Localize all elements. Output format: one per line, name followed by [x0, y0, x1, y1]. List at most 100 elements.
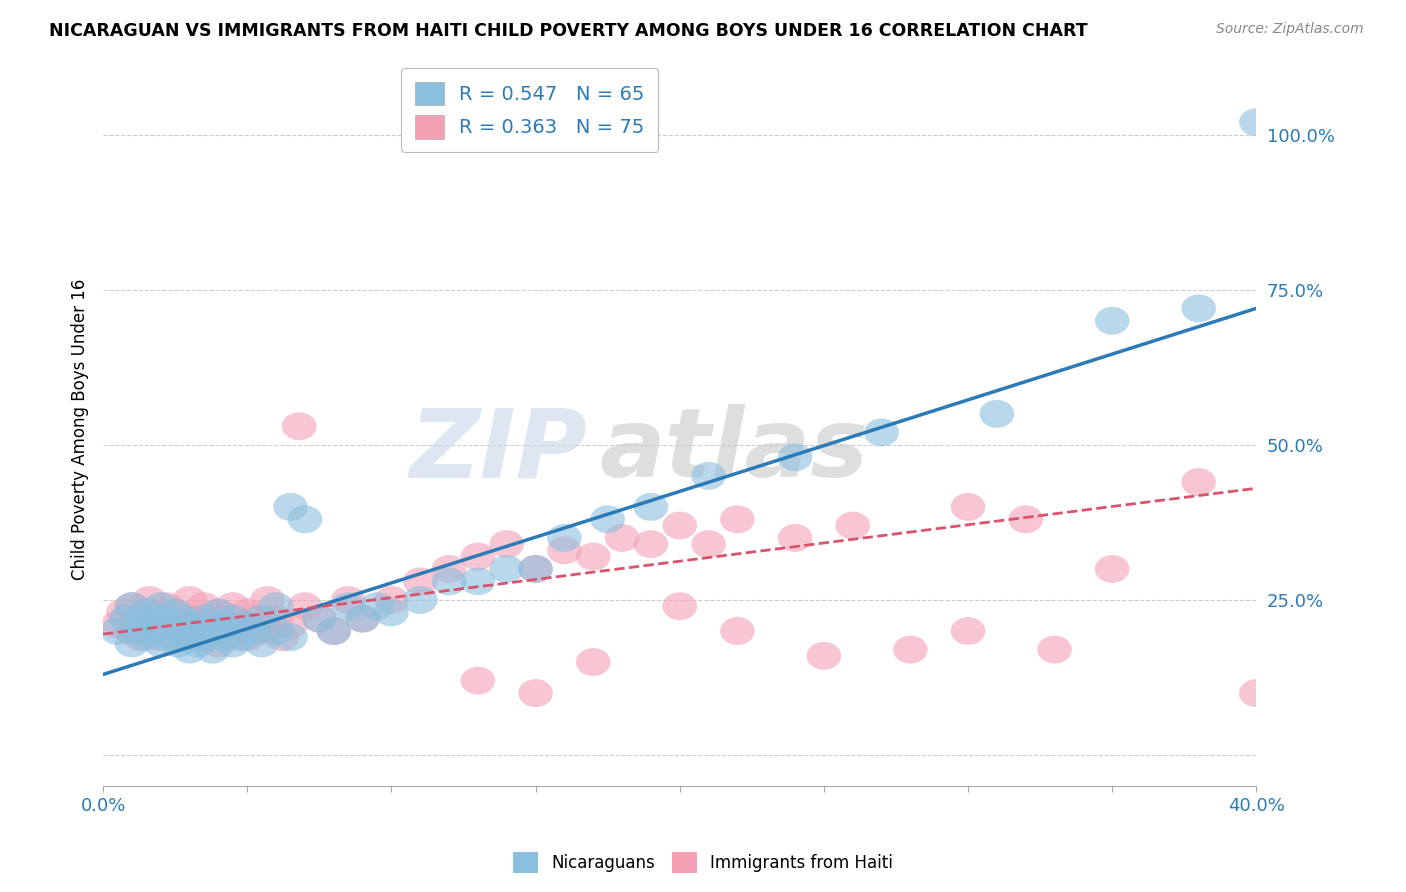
- Ellipse shape: [576, 648, 610, 676]
- Ellipse shape: [273, 624, 308, 651]
- Ellipse shape: [662, 511, 697, 540]
- Ellipse shape: [330, 592, 366, 620]
- Ellipse shape: [190, 611, 224, 639]
- Ellipse shape: [288, 592, 322, 620]
- Ellipse shape: [950, 493, 986, 521]
- Ellipse shape: [149, 592, 184, 620]
- Ellipse shape: [224, 624, 259, 651]
- Ellipse shape: [215, 592, 250, 620]
- Ellipse shape: [576, 542, 610, 571]
- Ellipse shape: [143, 592, 179, 620]
- Ellipse shape: [980, 400, 1014, 428]
- Ellipse shape: [149, 624, 184, 651]
- Ellipse shape: [209, 611, 245, 639]
- Ellipse shape: [330, 586, 366, 614]
- Ellipse shape: [264, 624, 299, 651]
- Ellipse shape: [129, 624, 163, 651]
- Ellipse shape: [634, 493, 668, 521]
- Ellipse shape: [207, 605, 242, 632]
- Ellipse shape: [519, 679, 553, 707]
- Ellipse shape: [1239, 108, 1274, 136]
- Ellipse shape: [489, 530, 524, 558]
- Ellipse shape: [374, 599, 409, 626]
- Ellipse shape: [259, 592, 294, 620]
- Ellipse shape: [215, 630, 250, 657]
- Ellipse shape: [281, 412, 316, 440]
- Ellipse shape: [374, 586, 409, 614]
- Ellipse shape: [129, 599, 163, 626]
- Ellipse shape: [1181, 294, 1216, 322]
- Legend: Nicaraguans, Immigrants from Haiti: Nicaraguans, Immigrants from Haiti: [506, 846, 900, 880]
- Text: ZIP: ZIP: [409, 404, 588, 497]
- Ellipse shape: [201, 630, 236, 657]
- Ellipse shape: [157, 617, 193, 645]
- Ellipse shape: [461, 542, 495, 571]
- Ellipse shape: [259, 617, 294, 645]
- Ellipse shape: [591, 506, 624, 533]
- Ellipse shape: [201, 599, 236, 626]
- Ellipse shape: [1181, 468, 1216, 496]
- Ellipse shape: [461, 567, 495, 595]
- Ellipse shape: [519, 555, 553, 582]
- Ellipse shape: [179, 617, 212, 645]
- Ellipse shape: [245, 617, 278, 645]
- Ellipse shape: [302, 605, 336, 632]
- Ellipse shape: [259, 605, 294, 632]
- Ellipse shape: [201, 599, 236, 626]
- Ellipse shape: [124, 605, 157, 632]
- Ellipse shape: [692, 530, 725, 558]
- Ellipse shape: [461, 666, 495, 695]
- Ellipse shape: [547, 524, 582, 552]
- Ellipse shape: [173, 611, 207, 639]
- Ellipse shape: [489, 555, 524, 582]
- Ellipse shape: [100, 611, 135, 639]
- Ellipse shape: [239, 605, 273, 632]
- Ellipse shape: [273, 611, 308, 639]
- Ellipse shape: [195, 636, 231, 664]
- Ellipse shape: [224, 611, 259, 639]
- Ellipse shape: [115, 630, 149, 657]
- Ellipse shape: [173, 636, 207, 664]
- Ellipse shape: [115, 617, 149, 645]
- Ellipse shape: [129, 599, 163, 626]
- Ellipse shape: [778, 443, 813, 471]
- Ellipse shape: [245, 605, 278, 632]
- Ellipse shape: [547, 536, 582, 565]
- Ellipse shape: [404, 586, 437, 614]
- Ellipse shape: [215, 605, 250, 632]
- Ellipse shape: [115, 592, 149, 620]
- Ellipse shape: [231, 624, 264, 651]
- Ellipse shape: [231, 599, 264, 626]
- Ellipse shape: [115, 592, 149, 620]
- Ellipse shape: [1095, 307, 1129, 334]
- Ellipse shape: [173, 611, 207, 639]
- Ellipse shape: [360, 592, 394, 620]
- Ellipse shape: [519, 555, 553, 582]
- Ellipse shape: [152, 611, 187, 639]
- Ellipse shape: [160, 630, 195, 657]
- Ellipse shape: [187, 592, 221, 620]
- Ellipse shape: [288, 506, 322, 533]
- Ellipse shape: [121, 617, 155, 645]
- Ellipse shape: [160, 624, 195, 651]
- Text: atlas: atlas: [599, 404, 868, 497]
- Ellipse shape: [105, 599, 141, 626]
- Ellipse shape: [316, 617, 352, 645]
- Legend: R = 0.547   N = 65, R = 0.363   N = 75: R = 0.547 N = 65, R = 0.363 N = 75: [401, 68, 658, 153]
- Ellipse shape: [138, 611, 173, 639]
- Ellipse shape: [163, 605, 198, 632]
- Ellipse shape: [157, 599, 193, 626]
- Ellipse shape: [132, 586, 166, 614]
- Text: NICARAGUAN VS IMMIGRANTS FROM HAITI CHILD POVERTY AMONG BOYS UNDER 16 CORRELATIO: NICARAGUAN VS IMMIGRANTS FROM HAITI CHIL…: [49, 22, 1088, 40]
- Ellipse shape: [231, 611, 264, 639]
- Ellipse shape: [346, 605, 380, 632]
- Ellipse shape: [1095, 555, 1129, 582]
- Ellipse shape: [346, 605, 380, 632]
- Ellipse shape: [236, 617, 270, 645]
- Ellipse shape: [432, 567, 467, 595]
- Ellipse shape: [692, 462, 725, 490]
- Ellipse shape: [404, 567, 437, 595]
- Ellipse shape: [807, 642, 841, 670]
- Ellipse shape: [720, 506, 755, 533]
- Text: Source: ZipAtlas.com: Source: ZipAtlas.com: [1216, 22, 1364, 37]
